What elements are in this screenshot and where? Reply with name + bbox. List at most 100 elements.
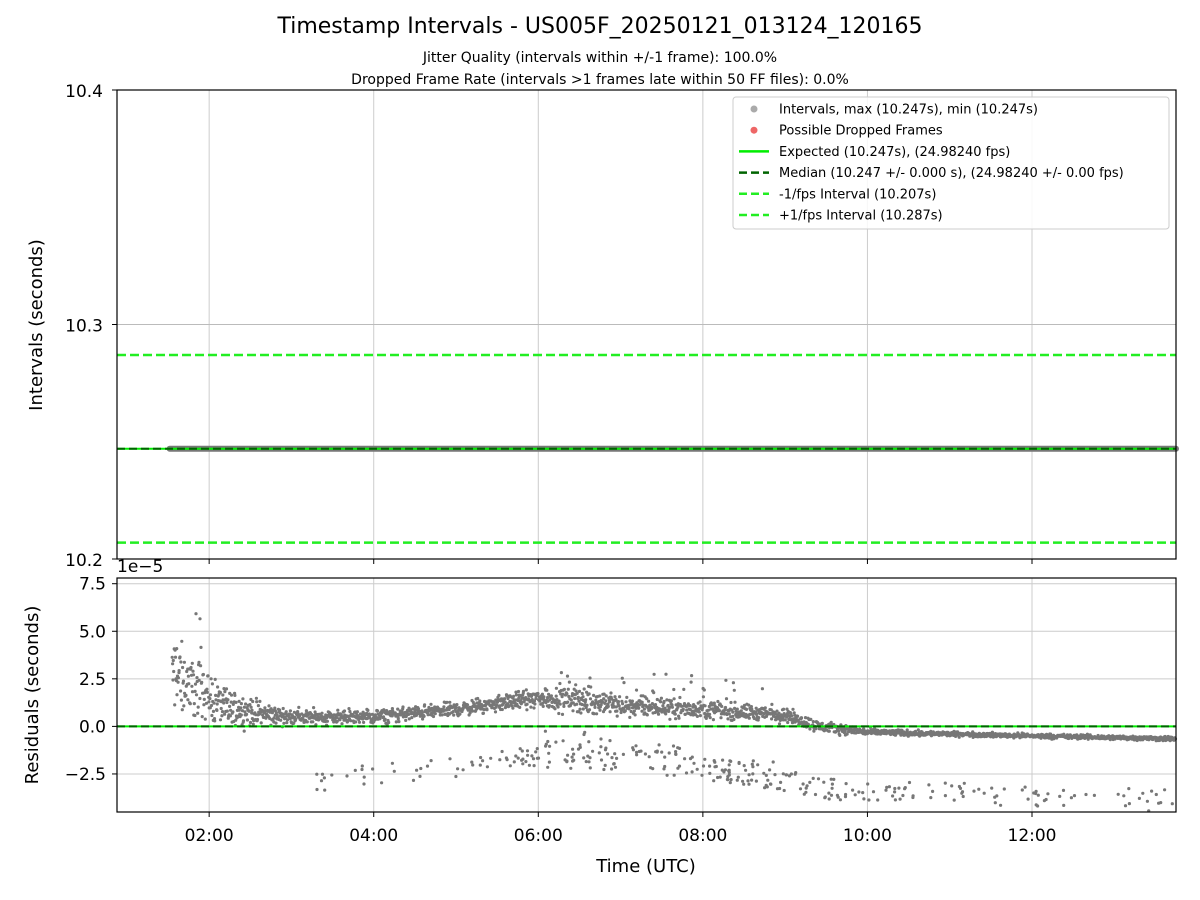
residual-point — [640, 700, 644, 704]
legend-entry-label: Possible Dropped Frames — [779, 124, 943, 139]
residual-point — [285, 718, 290, 722]
residual-outlier-point — [1141, 791, 1145, 795]
residual-point — [468, 711, 472, 715]
residual-point — [357, 720, 362, 724]
residual-outlier-point — [571, 759, 575, 763]
residual-point — [261, 713, 265, 717]
residual-outlier-point — [531, 757, 536, 761]
chart-title: Timestamp Intervals - US005F_20250121_01… — [277, 14, 923, 39]
residual-point — [179, 689, 183, 693]
residual-point — [396, 707, 400, 711]
residual-point — [584, 706, 588, 710]
residual-point — [511, 694, 516, 698]
residual-point — [796, 714, 800, 718]
residual-point — [547, 704, 552, 708]
residual-outlier-point — [647, 755, 651, 759]
residual-point — [652, 691, 656, 695]
residual-point — [710, 703, 714, 707]
residual-outlier-point — [885, 785, 889, 790]
residual-outlier-point — [801, 782, 805, 786]
bottom-panel-frame — [116, 577, 1177, 813]
residual-point — [355, 710, 359, 714]
residual-point — [659, 700, 663, 704]
residual-point — [294, 717, 298, 721]
residual-point — [750, 707, 754, 711]
residual-point — [532, 699, 537, 703]
residual-point — [733, 700, 737, 704]
residual-point — [254, 696, 258, 700]
x-tick-label: 06:00 — [514, 826, 563, 846]
residual-outlier-point — [353, 768, 357, 773]
residual-outlier-point — [610, 756, 614, 760]
residual-outlier-point — [518, 747, 522, 751]
residual-point — [191, 669, 195, 673]
residual-outlier-point — [952, 798, 956, 802]
residual-point — [769, 708, 773, 712]
residual-outlier-point — [862, 797, 866, 801]
residual-point — [184, 693, 188, 698]
legend-entry-label: Median (10.247 +/- 0.000 s), (24.98240 +… — [779, 166, 1124, 181]
residual-outlier-point — [360, 767, 364, 772]
residual-point — [592, 693, 596, 698]
residual-point — [198, 617, 202, 621]
residual-outlier-point — [769, 782, 773, 786]
residual-outlier-point — [977, 787, 981, 791]
top-panel-frame — [116, 89, 1177, 560]
residual-outlier-point — [747, 773, 751, 777]
residual-point — [667, 709, 671, 714]
residual-point — [704, 716, 708, 721]
residual-outlier-point — [751, 765, 755, 769]
residual-outlier-point — [764, 773, 768, 778]
residual-outlier-point — [1032, 791, 1036, 795]
residual-point — [561, 692, 565, 696]
residual-point — [701, 695, 706, 699]
residual-point — [503, 697, 507, 701]
residual-outlier-point — [512, 760, 516, 764]
residual-outlier-point — [578, 743, 582, 747]
residual-outlier-point — [674, 750, 678, 754]
residual-point — [708, 712, 712, 717]
residual-point — [744, 707, 749, 712]
residual-point — [604, 694, 608, 698]
residual-outlier-point — [665, 773, 669, 777]
residual-point — [829, 720, 833, 724]
residual-outlier-point — [548, 744, 552, 748]
residual-outlier-point — [315, 787, 319, 792]
residual-outlier-point — [411, 778, 416, 783]
residual-outlier-point — [419, 766, 423, 771]
bottom-y-tick-label: 5.0 — [79, 622, 106, 642]
residual-point — [558, 702, 562, 706]
residual-outlier-point — [960, 790, 965, 794]
residual-point — [197, 660, 201, 665]
residual-point — [231, 702, 235, 707]
residual-point — [608, 710, 612, 714]
residual-point — [191, 673, 196, 677]
residual-point — [616, 700, 621, 704]
residual-outlier-point — [1157, 801, 1161, 805]
residual-point — [193, 689, 197, 694]
residual-point — [209, 677, 213, 681]
residual-point — [615, 714, 619, 718]
residual-outlier-point — [603, 763, 607, 768]
residual-outlier-point — [1058, 794, 1062, 799]
residual-point — [196, 705, 200, 709]
residual-point — [604, 699, 608, 703]
residual-point — [229, 693, 234, 697]
residual-point — [662, 699, 666, 704]
residual-outlier-point — [429, 759, 433, 763]
residual-point — [589, 685, 593, 689]
residual-point — [803, 716, 808, 720]
residual-point — [445, 700, 449, 704]
residual-outlier-point — [728, 781, 732, 785]
x-tick-label: 12:00 — [1008, 826, 1057, 846]
residual-outlier-point — [768, 768, 772, 772]
residual-outlier-point — [816, 777, 821, 781]
residual-point — [665, 698, 669, 702]
residual-point — [203, 717, 207, 721]
residual-point — [579, 711, 583, 715]
residual-outlier-point — [323, 788, 327, 792]
residual-outlier-point — [606, 752, 610, 756]
legend-entry-label: +1/fps Interval (10.287s) — [779, 209, 943, 224]
residual-point — [237, 699, 241, 704]
residual-outlier-point — [961, 794, 965, 799]
